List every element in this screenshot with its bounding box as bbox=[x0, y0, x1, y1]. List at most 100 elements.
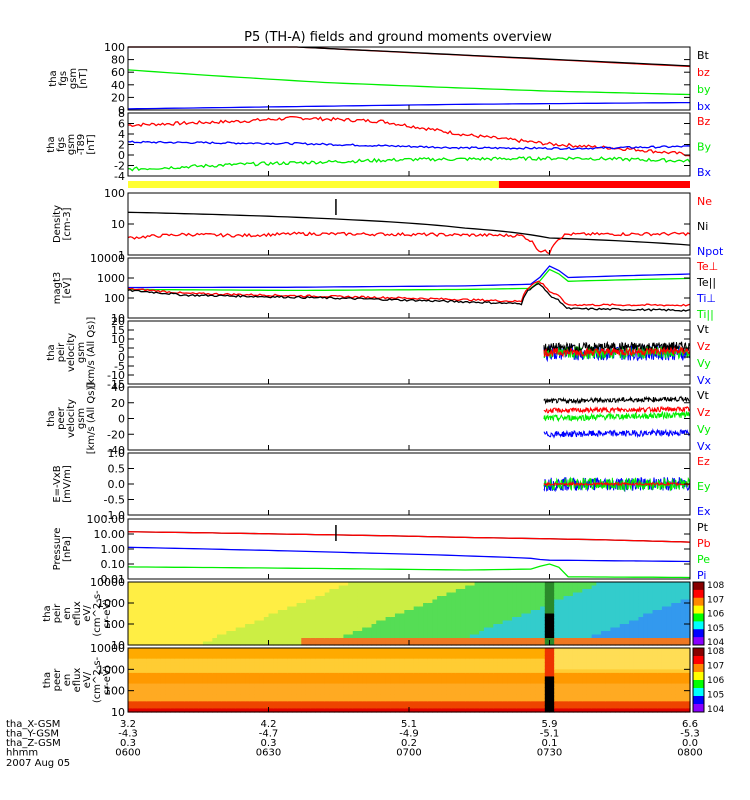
spectrogram-cell bbox=[661, 592, 668, 597]
spectrogram-cell bbox=[671, 585, 677, 590]
spectrogram-cell bbox=[343, 641, 349, 646]
spectrogram-cell bbox=[202, 655, 209, 660]
spectrogram-cell bbox=[680, 662, 686, 667]
spectrogram-cell bbox=[245, 603, 251, 608]
spectrogram-cell bbox=[423, 672, 429, 678]
spectrogram-cell bbox=[568, 704, 574, 710]
spectrogram-cell bbox=[441, 672, 448, 678]
spectrogram-cell bbox=[268, 648, 274, 653]
spectrogram-cell bbox=[540, 582, 546, 587]
spectrogram-cell bbox=[605, 683, 611, 688]
spectrogram-cell bbox=[193, 641, 199, 646]
spectrogram-cell bbox=[615, 690, 621, 695]
spectrogram-cell bbox=[376, 631, 382, 636]
spectrogram-cell bbox=[530, 610, 537, 615]
spectrogram-cell bbox=[455, 704, 462, 710]
spectrogram-cell bbox=[643, 655, 649, 660]
spectrogram-cell bbox=[170, 662, 176, 667]
spectrogram-cell bbox=[348, 680, 354, 685]
spectrogram-cell bbox=[469, 704, 476, 710]
spectrogram-cell bbox=[441, 592, 448, 597]
spectrogram-cell bbox=[170, 585, 176, 590]
spectrogram-cell bbox=[390, 641, 396, 646]
spectrogram-cell bbox=[352, 596, 359, 601]
y-tick-label: 0 bbox=[118, 413, 125, 426]
spectrogram-cell bbox=[568, 655, 574, 660]
spectrogram-cell bbox=[526, 596, 532, 601]
spectrogram-cell bbox=[596, 596, 602, 601]
spectrogram-cell bbox=[483, 617, 490, 622]
spectrogram-cell bbox=[432, 701, 438, 706]
spectrogram-cell bbox=[259, 582, 265, 587]
spectrogram-cell bbox=[380, 690, 387, 695]
spectrogram-cell bbox=[207, 638, 213, 643]
spectrogram-cell bbox=[324, 680, 330, 685]
spectrogram-cell bbox=[512, 596, 518, 601]
spectrogram-cell bbox=[591, 582, 597, 587]
spectrogram-cell bbox=[577, 585, 583, 590]
spectrogram-cell bbox=[291, 704, 298, 710]
spectrogram-cell bbox=[151, 592, 157, 597]
spectrogram-cell bbox=[558, 592, 565, 597]
spectrogram-cell bbox=[385, 676, 391, 681]
spectrogram-cell bbox=[179, 658, 185, 663]
spectrogram-cell bbox=[301, 704, 307, 710]
spectrogram-cell bbox=[554, 620, 560, 625]
spectrogram-cell bbox=[380, 704, 387, 710]
spectrogram-cell bbox=[591, 697, 597, 702]
spectrogram-cell bbox=[535, 582, 541, 587]
spectrogram-cell bbox=[530, 697, 537, 702]
spectrogram-cell bbox=[352, 606, 359, 611]
spectrogram-cell bbox=[259, 638, 265, 643]
spectrogram-cell bbox=[502, 708, 508, 713]
spectrogram-cell bbox=[577, 669, 583, 674]
spectrogram-cell bbox=[146, 631, 153, 636]
spectrogram-cell bbox=[666, 648, 672, 653]
spectrogram-cell bbox=[535, 599, 541, 604]
spectrogram-cell bbox=[638, 631, 644, 636]
spectrogram-cell bbox=[324, 641, 330, 646]
spectrogram-cell bbox=[142, 627, 148, 632]
spectrogram-cell bbox=[488, 624, 494, 629]
spectrogram-cell bbox=[371, 676, 377, 681]
spectrogram-cell bbox=[544, 599, 551, 604]
spectrogram-cell bbox=[310, 648, 316, 653]
spectrogram-cell bbox=[432, 606, 438, 611]
spectrogram-cell bbox=[497, 596, 504, 601]
spectrogram-cell bbox=[128, 697, 134, 702]
spectrogram-cell bbox=[437, 596, 443, 601]
spectrogram-cell bbox=[558, 624, 565, 629]
spectrogram-cell bbox=[661, 596, 668, 601]
spectrogram-cell bbox=[582, 683, 588, 688]
spectrogram-cell bbox=[554, 665, 560, 670]
spectrogram-cell bbox=[629, 589, 635, 594]
spectrogram-cell bbox=[207, 599, 213, 604]
spectrogram-cell bbox=[624, 655, 630, 660]
spectrogram-cell bbox=[558, 606, 565, 611]
spectrogram-cell bbox=[624, 651, 630, 656]
spectrogram-cell bbox=[179, 662, 185, 667]
spectrogram-cell bbox=[357, 676, 363, 681]
spectrogram-cell bbox=[502, 606, 508, 611]
spectrogram-cell bbox=[254, 665, 260, 670]
spectrogram-cell bbox=[254, 651, 260, 656]
spectrogram-cell bbox=[376, 701, 382, 706]
y-tick-label: 10 bbox=[111, 639, 125, 652]
spectrogram-cell bbox=[507, 658, 513, 663]
spectrogram-cell bbox=[282, 687, 288, 692]
spectrogram-cell bbox=[516, 697, 522, 702]
y-axis-label: eV/ bbox=[82, 671, 93, 688]
spectrogram-cell bbox=[432, 582, 438, 587]
spectrogram-cell bbox=[647, 596, 654, 601]
spectrogram-cell bbox=[554, 676, 560, 681]
spectrogram-cell bbox=[263, 655, 270, 660]
spectrogram-cell bbox=[427, 585, 434, 590]
y-tick-label: 10 bbox=[111, 333, 125, 346]
spectrogram-cell bbox=[427, 697, 434, 702]
spectrogram-cell bbox=[483, 585, 490, 590]
spectrogram-cell bbox=[376, 672, 382, 678]
spectrogram-cell bbox=[174, 613, 181, 618]
spectrogram-cell bbox=[231, 690, 237, 695]
spectrogram-cell bbox=[198, 627, 204, 632]
spectrogram-cell bbox=[216, 610, 223, 615]
